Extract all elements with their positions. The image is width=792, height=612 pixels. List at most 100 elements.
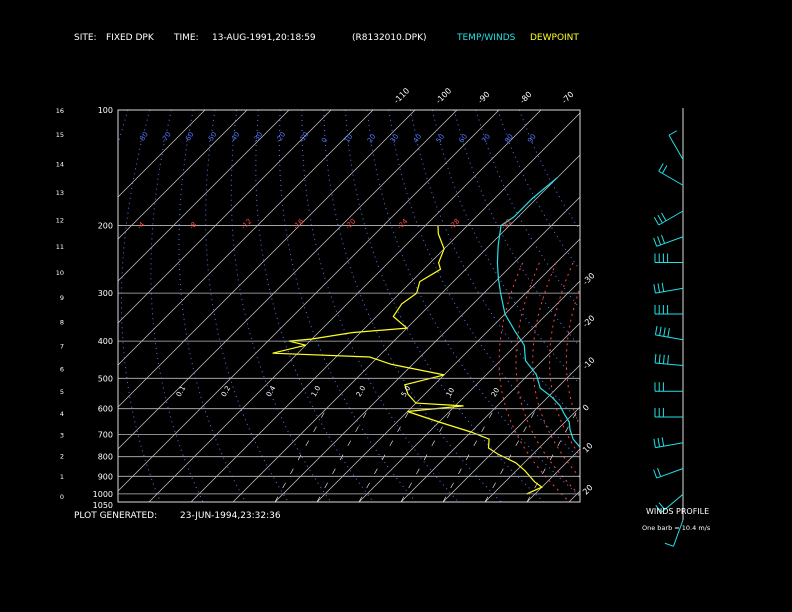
isotherm-line: [118, 110, 416, 408]
dry-adiabat-label: -80: [137, 131, 150, 145]
wind-barb: [654, 253, 683, 263]
moist-adiabat-line: [498, 262, 570, 502]
dry-adiabat-label: -20: [274, 131, 287, 145]
height-tick-label: 16: [56, 107, 64, 115]
dry-adiabat-line: [255, 110, 374, 502]
height-tick-label: 2: [60, 453, 64, 461]
pressure-tick-label: 900: [98, 472, 113, 481]
dry-adiabat-label: 90: [526, 133, 538, 145]
wind-barb: [668, 130, 684, 160]
height-tick-label: 9: [60, 294, 64, 302]
wind-barb: [653, 282, 684, 294]
mixing-ratio-label: 0.2: [220, 385, 232, 399]
height-tick-label: 10: [56, 269, 64, 277]
dry-adiabat-label: 60: [457, 133, 469, 145]
site-label: SITE:: [74, 33, 97, 43]
mixing-ratio-label: 0.4: [265, 384, 278, 398]
isotherm-line: [118, 110, 290, 282]
isotherm-line: [148, 110, 542, 502]
top-temperature-tick-label: -110: [392, 86, 411, 105]
dry-adiabat-line: [518, 110, 580, 232]
dry-adiabat-label: 20: [366, 133, 378, 145]
right-temperature-tick-label: -20: [581, 313, 597, 329]
temperature-profile-line: [496, 177, 580, 448]
legend-dewpoint: DEWPOINT: [530, 33, 579, 43]
pressure-tick-label: 500: [98, 374, 113, 383]
moist-adiabat-label: -16: [292, 217, 306, 231]
dry-adiabat-line: [178, 110, 247, 502]
dry-adiabat-label: 50: [435, 133, 447, 145]
wind-barb: [654, 354, 684, 366]
dry-adiabat-line: [23, 110, 84, 502]
dry-adiabat-label: -70: [160, 131, 173, 145]
dry-adiabat-line: [121, 110, 161, 502]
plot-frame: [117, 109, 581, 503]
height-tick-label: 6: [60, 366, 64, 374]
dry-adiabat-label: 0: [320, 136, 329, 144]
top-temperature-tick-label: -80: [518, 90, 534, 106]
dry-adiabat-label: 70: [480, 133, 492, 145]
dry-adiabat-line: [344, 110, 545, 502]
legend-temp: TEMP/WINDS: [457, 33, 516, 43]
dry-adiabat-line: [366, 110, 580, 498]
mixing-ratio-line: [484, 408, 537, 502]
dry-adiabat-line: [388, 110, 580, 460]
right-temperature-tick-label: -10: [581, 355, 597, 371]
height-tick-label: 1: [60, 473, 64, 481]
isotherm-line: [118, 110, 248, 240]
mixing-ratio-label: 2.0: [355, 385, 367, 399]
isotherm-line: [232, 154, 580, 502]
mixing-ratio-label: 0.1: [175, 385, 187, 399]
pressure-tick-label: 800: [98, 453, 113, 462]
isotherm-line: [274, 196, 580, 502]
wind-barb: [654, 382, 683, 392]
isotherm-line: [316, 238, 580, 502]
pressure-tick-label: 200: [98, 222, 113, 231]
mixing-ratio-line: [400, 408, 453, 502]
dry-adiabat-label: -40: [228, 131, 241, 145]
mixing-ratio-label: 1.0: [310, 385, 322, 399]
wind-barb: [658, 163, 684, 186]
isotherm-line: [653, 110, 792, 502]
wind-barb: [653, 210, 684, 226]
file-id: (R8132010.DPK): [352, 33, 427, 43]
pressure-tick-label: 600: [98, 405, 113, 414]
wind-barb: [654, 408, 683, 418]
moist-adiabat-label: -32: [500, 217, 514, 231]
height-tick-label: 13: [56, 189, 64, 197]
moist-adiabat-line: [565, 286, 580, 428]
right-temperature-tick-label: 20: [581, 483, 595, 497]
pressure-tick-label: 1050: [93, 501, 113, 510]
pressure-tick-label: 1000: [93, 490, 113, 499]
wind-barb: [653, 468, 684, 479]
mixing-ratio-line: [442, 408, 495, 502]
dry-adiabat-line: [230, 110, 332, 502]
winds-profile-title: WINDS PROFILE: [646, 507, 709, 516]
pressure-tick-label: 400: [98, 337, 113, 346]
moist-adiabat-label: -20: [344, 217, 358, 231]
pressure-tick-label: 700: [98, 430, 113, 439]
winds-barb-scale-note: One barb = 10.4 m/s: [642, 524, 711, 532]
height-tick-label: 3: [60, 432, 64, 440]
height-tick-label: 12: [56, 216, 64, 224]
dry-adiabat-label: 80: [503, 133, 515, 145]
moist-adiabat-label: -8: [188, 220, 199, 231]
mixing-ratio-line: [358, 408, 411, 502]
height-tick-label: 0: [60, 493, 64, 501]
mixing-ratio-line: [316, 408, 369, 502]
mixing-ratio-label: 20: [490, 386, 501, 398]
right-temperature-tick-label: -30: [581, 271, 597, 287]
pressure-tick-label: 100: [98, 106, 113, 115]
time-label: TIME:: [174, 33, 199, 43]
isotherm-line: [118, 110, 500, 492]
height-tick-label: 7: [60, 342, 64, 350]
dry-adiabat-line: [453, 110, 580, 348]
mixing-ratio-line: [274, 408, 327, 502]
height-tick-label: 14: [56, 161, 64, 169]
isotherm-line: [484, 406, 580, 502]
wind-barb: [653, 234, 684, 247]
height-tick-label: 8: [60, 319, 64, 327]
wind-barb: [654, 305, 683, 315]
top-temperature-tick-label: -90: [476, 90, 492, 106]
plot-generated-value: 23-JUN-1994,23:32:36: [180, 511, 281, 521]
